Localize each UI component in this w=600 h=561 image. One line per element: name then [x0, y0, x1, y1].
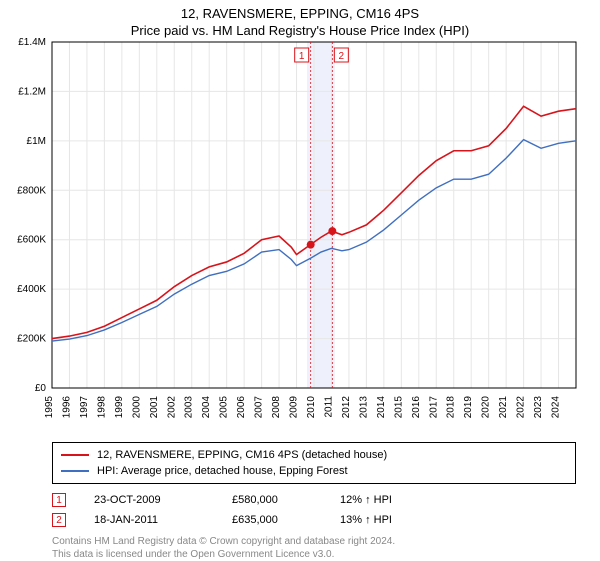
x-tick-label: 2005	[219, 396, 230, 419]
x-tick-label: 2024	[551, 396, 562, 419]
x-tick-label: 2003	[184, 396, 195, 419]
sale-row: 2 18-JAN-2011 £635,000 13% ↑ HPI	[52, 510, 576, 530]
y-tick-label: £1M	[27, 136, 46, 147]
sale-delta: 13% ↑ HPI	[340, 514, 430, 526]
x-tick-label: 2018	[446, 396, 457, 419]
sale-dot	[328, 227, 336, 235]
page-subtitle: Price paid vs. HM Land Registry's House …	[0, 21, 600, 38]
legend-row: HPI: Average price, detached house, Eppi…	[61, 463, 567, 479]
callout-number: 1	[299, 51, 305, 62]
sale-row: 1 23-OCT-2009 £580,000 12% ↑ HPI	[52, 490, 576, 510]
y-tick-label: £0	[35, 383, 47, 394]
legend-swatch	[61, 470, 89, 472]
sales-table: 1 23-OCT-2009 £580,000 12% ↑ HPI 2 18-JAN-201…	[52, 490, 576, 530]
sale-price: £580,000	[232, 494, 312, 506]
x-tick-label: 2002	[166, 396, 177, 419]
x-tick-label: 2013	[358, 396, 369, 419]
x-tick-label: 2010	[306, 396, 317, 419]
x-tick-label: 2016	[411, 396, 422, 419]
legend: 12, RAVENSMERE, EPPING, CM16 4PS (detach…	[52, 442, 576, 484]
x-tick-label: 1996	[61, 396, 72, 419]
x-tick-label: 2014	[376, 396, 387, 419]
legend-label: 12, RAVENSMERE, EPPING, CM16 4PS (detach…	[97, 449, 387, 461]
x-tick-label: 2015	[393, 396, 404, 419]
x-tick-label: 2006	[236, 396, 247, 419]
x-tick-label: 2007	[254, 396, 265, 419]
sale-date: 23-OCT-2009	[94, 494, 204, 506]
sale-dot	[307, 241, 315, 249]
line-chart: £0 £200K £400K £600K £800K £1M £1.2M £1.4M 1995 1…	[0, 38, 600, 438]
y-tick-label: £1.4M	[18, 38, 46, 48]
y-tick-label: £800K	[17, 185, 46, 196]
attribution-footer: Contains HM Land Registry data © Crown c…	[52, 536, 576, 561]
x-tick-label: 2020	[481, 396, 492, 419]
x-tick-label: 1997	[79, 396, 90, 419]
footer-line: Contains HM Land Registry data © Crown c…	[52, 536, 576, 549]
x-tick-label: 2008	[271, 396, 282, 419]
x-tick-label: 2021	[498, 396, 509, 419]
x-tick-label: 2004	[201, 396, 212, 419]
sale-marker-box: 2	[52, 513, 66, 527]
x-tick-label: 1998	[96, 396, 107, 419]
sale-date: 18-JAN-2011	[94, 514, 204, 526]
x-tick-label: 2022	[516, 396, 527, 419]
legend-row: 12, RAVENSMERE, EPPING, CM16 4PS (detach…	[61, 447, 567, 463]
legend-swatch	[61, 454, 89, 456]
x-tick-label: 2000	[131, 396, 142, 419]
x-tick-label: 2001	[149, 396, 160, 419]
x-tick-label: 2017	[428, 396, 439, 419]
y-tick-label: £600K	[17, 235, 46, 246]
x-tick-label: 2011	[323, 396, 334, 418]
x-tick-label: 2023	[533, 396, 544, 419]
footer-line: This data is licensed under the Open Gov…	[52, 549, 576, 561]
x-tick-label: 2012	[341, 396, 352, 419]
callout-number: 2	[339, 51, 345, 62]
x-tick-label: 2019	[463, 396, 474, 419]
x-tick-label: 2009	[289, 396, 300, 419]
y-tick-label: £200K	[17, 334, 46, 345]
highlight-band	[307, 42, 335, 388]
sale-delta: 12% ↑ HPI	[340, 494, 430, 506]
y-tick-label: £1.2M	[18, 86, 46, 97]
y-tick-label: £400K	[17, 284, 46, 295]
x-tick-label: 1999	[114, 396, 125, 419]
legend-label: HPI: Average price, detached house, Eppi…	[97, 465, 348, 477]
sale-price: £635,000	[232, 514, 312, 526]
page-title: 12, RAVENSMERE, EPPING, CM16 4PS	[0, 0, 600, 21]
x-tick-label: 1995	[44, 396, 55, 419]
sale-marker-box: 1	[52, 493, 66, 507]
